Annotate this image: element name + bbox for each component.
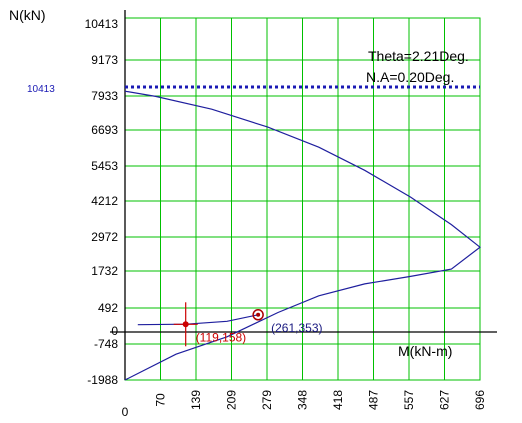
y-tick-label: -748 xyxy=(94,337,118,351)
points-group: (119,158) (261,353) xyxy=(173,302,323,347)
x-axis-title: M(kN-m) xyxy=(398,343,452,359)
point-marker xyxy=(252,309,264,321)
x-tick-label: 279 xyxy=(260,390,274,410)
y-tick-label: 2972 xyxy=(91,230,118,244)
x-tick-label: 70 xyxy=(154,393,168,407)
neutral-axis-annotation: N.A=0.20Deg. xyxy=(366,69,454,85)
y-tick-label: -1988 xyxy=(87,373,118,387)
y-tick-label: 0 xyxy=(111,324,118,338)
reference-line-label: 10413 xyxy=(27,84,55,95)
x-tick-label: 696 xyxy=(473,390,487,410)
point-marker xyxy=(182,321,189,328)
x-tick-label: 0 xyxy=(122,405,129,419)
point-marker xyxy=(256,312,261,317)
y-axis-title: N(kN) xyxy=(9,7,46,23)
grid xyxy=(124,17,481,381)
y-tick-label: 10413 xyxy=(85,17,119,31)
point-label: (119,158) xyxy=(196,330,246,344)
point-label: (261,353) xyxy=(271,321,322,335)
theta-annotation: Theta=2.21Deg. xyxy=(368,48,469,64)
y-tick-label: 7933 xyxy=(91,89,118,103)
y-tick-label: 6693 xyxy=(91,123,118,137)
x-tick-label: 487 xyxy=(367,390,381,410)
series-line xyxy=(124,90,481,381)
x-tick-label: 139 xyxy=(189,390,203,410)
x-tick-label: 557 xyxy=(402,390,416,410)
tick-labels: 1041391737933669354534212297217324920-74… xyxy=(85,17,487,419)
series-line xyxy=(137,314,259,326)
reference-line: 10413 xyxy=(27,84,480,95)
x-tick-label: 627 xyxy=(438,390,452,410)
y-tick-label: 1732 xyxy=(91,264,118,278)
series-group xyxy=(124,90,481,381)
x-tick-label: 418 xyxy=(331,390,345,410)
x-tick-label: 209 xyxy=(225,390,239,410)
x-tick-label: 348 xyxy=(296,390,310,410)
y-tick-label: 5453 xyxy=(91,159,118,173)
y-tick-label: 9173 xyxy=(91,53,118,67)
y-tick-label: 492 xyxy=(98,301,118,315)
y-tick-label: 4212 xyxy=(91,194,118,208)
